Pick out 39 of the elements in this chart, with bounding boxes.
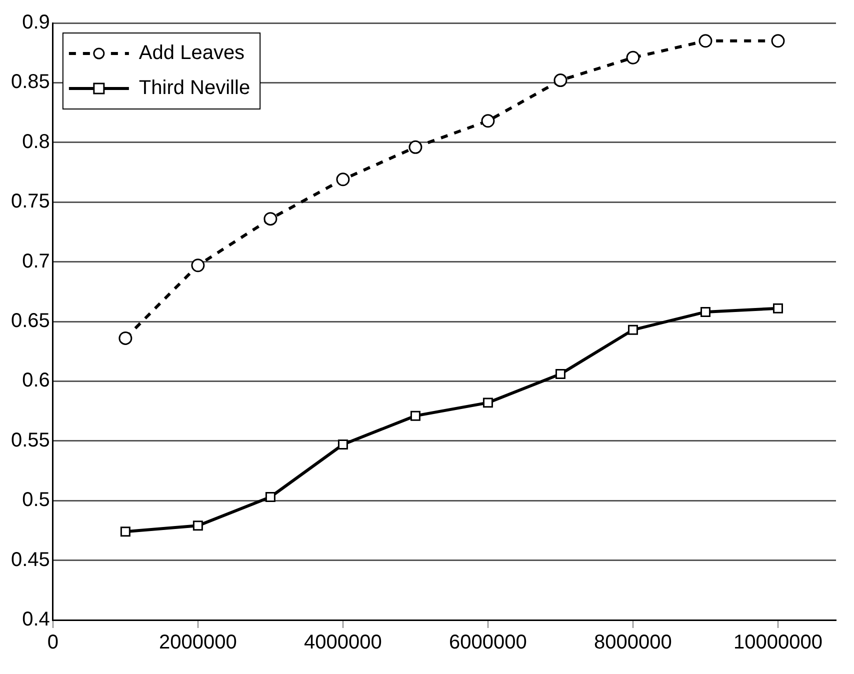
point xyxy=(338,439,348,450)
point xyxy=(773,303,783,314)
y-tick-label: 0.75 xyxy=(10,190,50,213)
point xyxy=(771,34,785,48)
point xyxy=(408,140,422,154)
x-tick-label: 10000000 xyxy=(734,632,822,654)
point xyxy=(118,331,132,345)
point xyxy=(626,50,640,64)
point xyxy=(264,212,278,226)
y-tick-label: 0.9 xyxy=(22,12,50,34)
legend-label: Third Neville xyxy=(138,77,250,100)
y-tick-label: 0.65 xyxy=(10,310,50,332)
x-tick-label: 6000000 xyxy=(449,632,527,654)
point xyxy=(555,369,566,380)
point xyxy=(192,520,203,531)
point xyxy=(410,410,420,421)
point xyxy=(628,324,638,335)
point xyxy=(698,34,712,48)
y-tick-label: 0.8 xyxy=(22,130,50,153)
y-tick-label: 0.55 xyxy=(10,429,50,452)
y-tick-label: 0.6 xyxy=(22,370,50,392)
point xyxy=(554,74,568,88)
point xyxy=(265,492,276,502)
y-tick-label: 0.7 xyxy=(22,250,50,272)
point xyxy=(482,398,493,408)
point xyxy=(191,258,205,272)
x-tick-label: 8000000 xyxy=(594,632,672,654)
y-tick-label: 0.5 xyxy=(22,489,50,512)
y-tick-label: 0.85 xyxy=(10,71,50,94)
point xyxy=(481,114,495,128)
point xyxy=(700,306,710,317)
point xyxy=(120,526,130,537)
y-tick-label: 0.4 xyxy=(22,608,50,631)
x-tick-label: 4000000 xyxy=(304,632,382,654)
point xyxy=(336,172,350,186)
legend-label: Add Leaves xyxy=(138,42,245,64)
x-tick-label: 2000000 xyxy=(159,632,237,654)
y-tick-label: 0.45 xyxy=(10,548,50,571)
x-tick-label: 0 xyxy=(47,632,58,654)
